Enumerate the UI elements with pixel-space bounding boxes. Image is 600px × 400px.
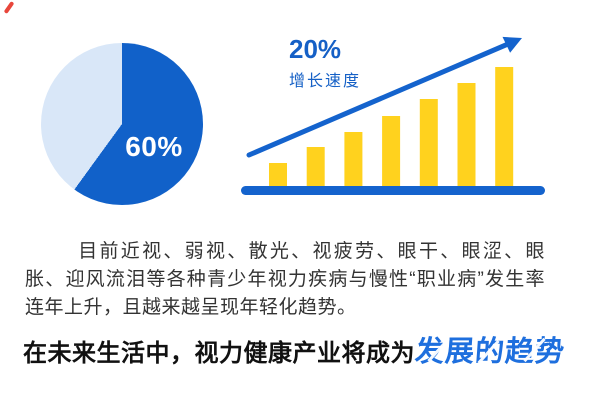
growth-annotation: 20% 增长速度: [289, 34, 362, 91]
headline: 在未来生活中，视力健康产业将成为发展的趋势: [23, 333, 567, 376]
body-paragraph: 目前近视、弱视、散光、视疲劳、眼干、眼涩、眼胀、迎风流泪等各种青少年视力疾病与慢…: [25, 241, 545, 318]
bar: [344, 132, 363, 190]
headline-highlight: 发展的趋势: [413, 333, 567, 376]
headline-highlight-text: 发展的趋势: [413, 336, 567, 368]
bar: [269, 163, 287, 190]
growth-rate-label: 增长速度: [289, 73, 362, 91]
headline-text: 在未来生活中，视力健康产业将成为: [23, 340, 415, 367]
growth-rate-value: 20%: [289, 34, 342, 64]
corner-red-mark: [3, 1, 15, 14]
pie-data-label: 60%: [125, 131, 183, 162]
bar: [419, 99, 438, 190]
pie-chart: 60%: [41, 43, 203, 205]
bar: [306, 147, 325, 190]
trend-arrow-head: [502, 36, 522, 53]
bar: [495, 67, 514, 190]
bar-series: [269, 67, 514, 190]
bar: [382, 116, 401, 190]
bar: [457, 83, 476, 190]
bar-chart: [238, 25, 558, 200]
trend-arrow-line: [246, 41, 510, 158]
bar-chart-baseline: [241, 186, 545, 195]
bar-chart-svg: [241, 36, 545, 195]
